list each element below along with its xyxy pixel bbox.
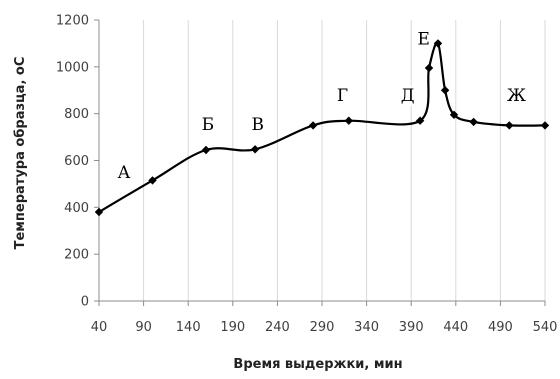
data-point-marker: [201, 145, 211, 155]
x-tick-label: 90: [135, 320, 152, 335]
grid: [143, 20, 546, 301]
region-label: В: [252, 115, 265, 135]
region-label: Г: [337, 86, 348, 106]
x-axis-title: Время выдержки, мин: [233, 357, 402, 372]
region-label: Б: [202, 115, 215, 135]
x-tick-label: 440: [443, 320, 468, 335]
region-label-background: [398, 85, 417, 106]
data-point-marker: [505, 121, 514, 130]
region-label-background: [114, 163, 133, 184]
y-tick-label: 0: [81, 295, 89, 310]
y-tick-labels: 0 200 400 600 800 1000 1200: [56, 14, 89, 310]
y-axis-title: Температура образца, оС: [13, 57, 28, 250]
region-label: А: [118, 163, 131, 183]
region-label: Е: [417, 30, 429, 50]
data-point-marker: [308, 121, 318, 130]
data-point-marker: [148, 176, 157, 185]
x-tick-label: 490: [488, 320, 513, 335]
x-tick-label: 40: [91, 320, 108, 335]
region-label: Д: [401, 86, 415, 106]
data-point-marker: [415, 116, 425, 125]
region-label-background: [198, 115, 217, 136]
x-tick-label: 190: [220, 320, 245, 335]
x-tick-label: 340: [354, 320, 379, 335]
axes: [94, 19, 546, 306]
y-tick-label: 400: [64, 201, 89, 216]
region-labels: А Б В Г Д Е Ж: [114, 29, 526, 184]
region-label: Ж: [507, 86, 526, 106]
x-tick-labels: 40 90 140 190 240 290 340 390 440 490 540: [91, 320, 558, 335]
y-tick-label: 200: [64, 248, 89, 263]
x-tick-label: 390: [399, 320, 424, 335]
x-tick-label: 290: [310, 320, 335, 335]
y-tick-label: 600: [64, 154, 89, 169]
data-point-marker: [440, 86, 450, 95]
x-tick-label: 140: [176, 320, 201, 335]
region-label-background: [507, 85, 526, 106]
y-tick-label: 800: [64, 107, 89, 122]
x-tick-label: 540: [533, 320, 558, 335]
markers: [94, 39, 550, 217]
data-point-marker: [433, 39, 443, 48]
region-label-background: [414, 29, 433, 50]
region-label-background: [248, 115, 267, 136]
data-point-marker: [94, 207, 104, 217]
data-point-marker: [424, 63, 434, 73]
data-point-marker: [344, 116, 353, 125]
data-point-marker: [449, 110, 459, 119]
y-tick-label: 1000: [56, 60, 89, 75]
data-point-marker: [540, 121, 550, 130]
y-tick-label: 1200: [56, 14, 89, 29]
data-point-marker: [469, 117, 478, 127]
data-point-marker: [250, 145, 260, 154]
region-label-background: [333, 85, 352, 106]
x-tick-label: 240: [265, 320, 290, 335]
